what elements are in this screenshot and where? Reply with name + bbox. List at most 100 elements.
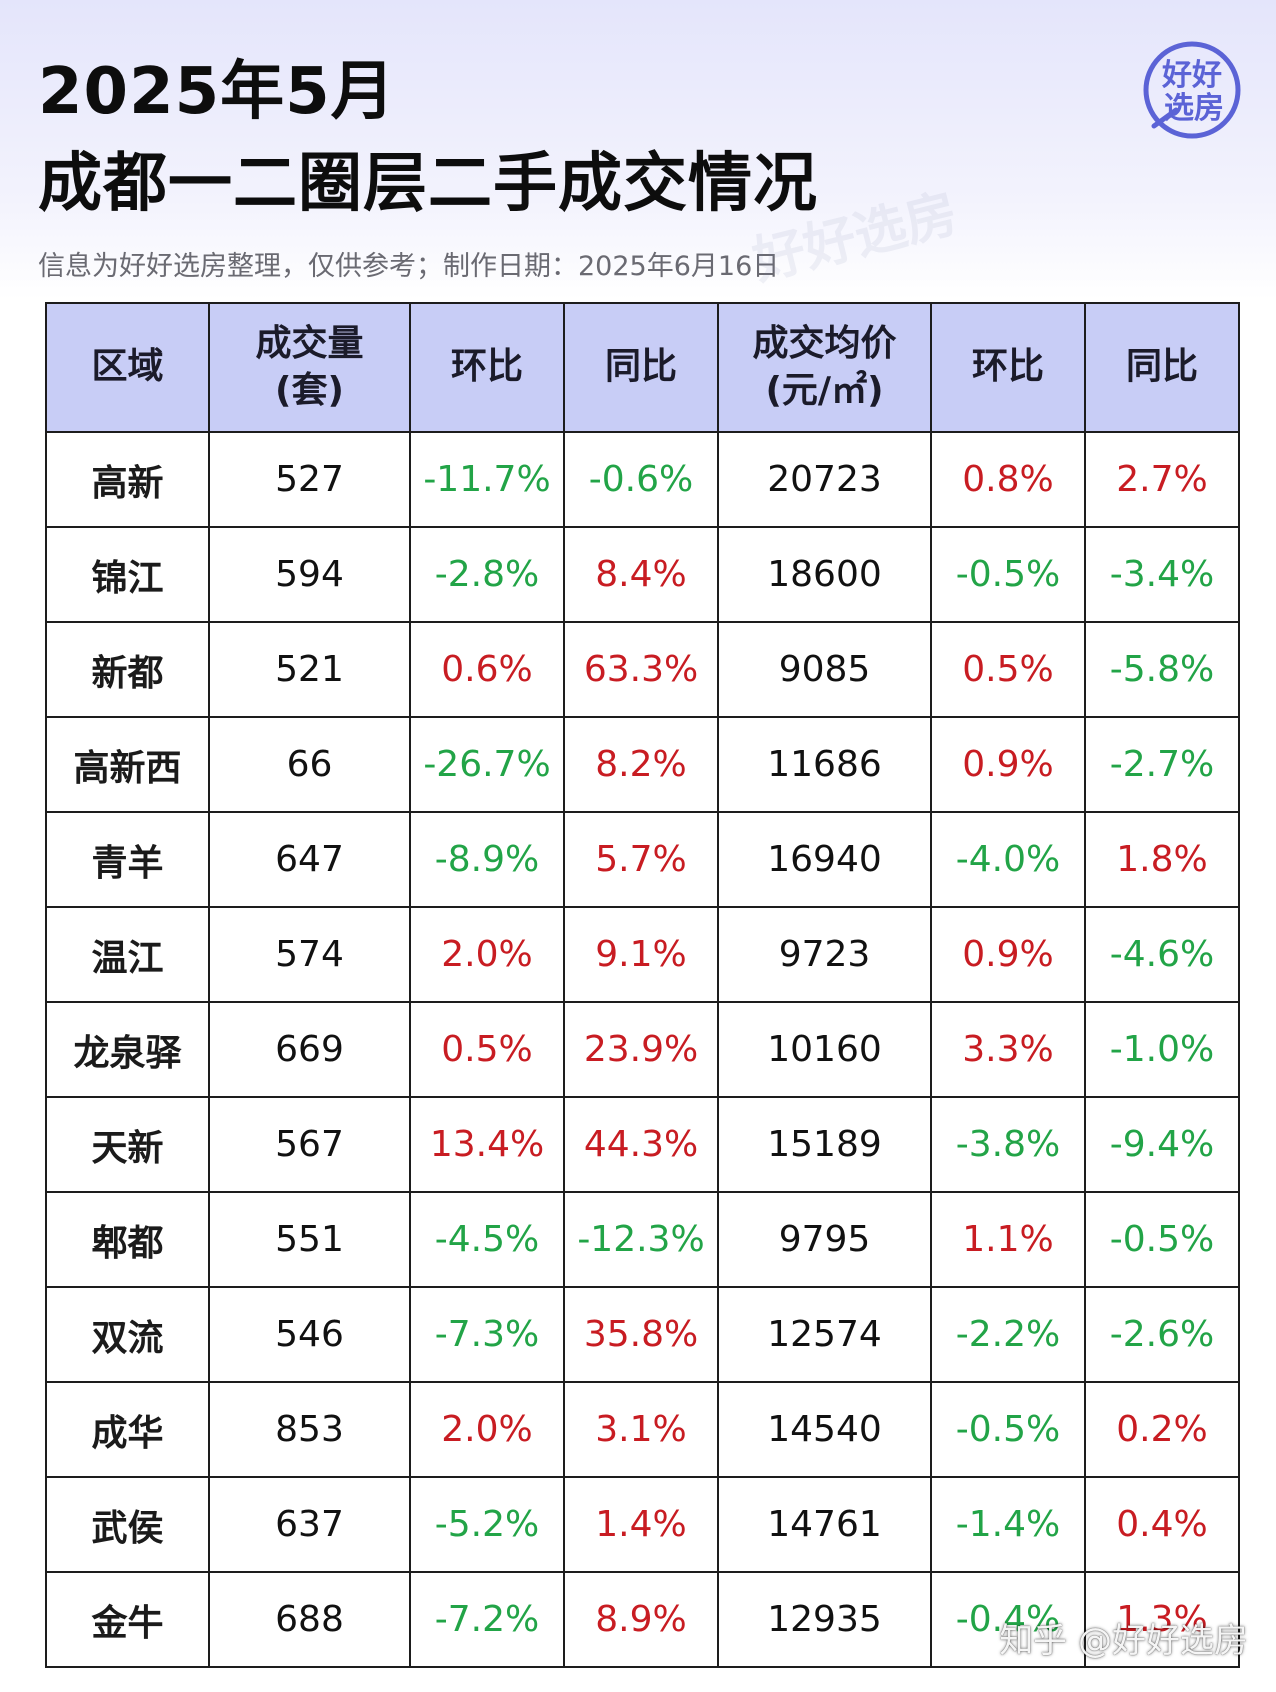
table-row: 金牛 688 -7.2% 8.9% 12935 -0.4% 1.3% — [45, 1571, 1240, 1668]
cell-volume-yoy: 3.1% — [563, 1381, 719, 1478]
table-row: 成华 853 2.0% 3.1% 14540 -0.5% 0.2% — [45, 1381, 1240, 1478]
cell-area: 新都 — [45, 621, 210, 718]
cell-volume-mom: -7.3% — [409, 1286, 565, 1383]
logo-line-2: 选房 — [1164, 91, 1224, 126]
cell-volume-mom: 2.0% — [409, 906, 565, 1003]
table-row: 武侯 637 -5.2% 1.4% 14761 -1.4% 0.4% — [45, 1476, 1240, 1573]
table-body: 高新 527 -11.7% -0.6% 20723 0.8% 2.7% 锦江 594 -2.8% 8… — [45, 431, 1240, 1668]
cell-volume: 567 — [208, 1096, 411, 1193]
cell-volume-mom: -4.5% — [409, 1191, 565, 1288]
cell-volume: 853 — [208, 1381, 411, 1478]
cell-volume: 594 — [208, 526, 411, 623]
cell-avg-price: 12574 — [717, 1286, 932, 1383]
table-row: 锦江 594 -2.8% 8.4% 18600 -0.5% -3.4% — [45, 526, 1240, 623]
cell-area: 郫都 — [45, 1191, 210, 1288]
cell-area: 温江 — [45, 906, 210, 1003]
cell-avg-price: 15189 — [717, 1096, 932, 1193]
cell-avg-price: 20723 — [717, 431, 932, 528]
table-row: 新都 521 0.6% 63.3% 9085 0.5% -5.8% — [45, 621, 1240, 718]
cell-area: 武侯 — [45, 1476, 210, 1573]
cell-volume-yoy: 35.8% — [563, 1286, 719, 1383]
title-line-2: 成都一二圈层二手成交情况 — [38, 147, 818, 221]
cell-area: 青羊 — [45, 811, 210, 908]
cell-area: 锦江 — [45, 526, 210, 623]
table-row: 天新 567 13.4% 44.3% 15189 -3.8% -9.4% — [45, 1096, 1240, 1193]
table-row: 龙泉驿 669 0.5% 23.9% 10160 3.3% -1.0% — [45, 1001, 1240, 1098]
cell-price-mom: -2.2% — [930, 1286, 1086, 1383]
cell-price-yoy: -2.6% — [1084, 1286, 1240, 1383]
cell-price-yoy: -5.8% — [1084, 621, 1240, 718]
cell-avg-price: 14761 — [717, 1476, 932, 1573]
cell-volume: 574 — [208, 906, 411, 1003]
cell-area: 天新 — [45, 1096, 210, 1193]
header-area: 区域 — [45, 302, 210, 433]
cell-area: 金牛 — [45, 1571, 210, 1668]
cell-price-mom: -1.4% — [930, 1476, 1086, 1573]
header-label: 同比 — [604, 346, 677, 388]
header-avg-price: 成交均价 (元/㎡) — [717, 302, 932, 433]
header-label: 环比 — [971, 346, 1044, 388]
header-price-yoy: 同比 — [1084, 302, 1240, 433]
cell-volume: 521 — [208, 621, 411, 718]
cell-volume-yoy: 44.3% — [563, 1096, 719, 1193]
cell-price-mom: 0.8% — [930, 431, 1086, 528]
cell-price-mom: -0.4% — [930, 1571, 1086, 1668]
table-row: 高新 527 -11.7% -0.6% 20723 0.8% 2.7% — [45, 431, 1240, 528]
cell-price-yoy: 0.4% — [1084, 1476, 1240, 1573]
table-row: 青羊 647 -8.9% 5.7% 16940 -4.0% 1.8% — [45, 811, 1240, 908]
cell-price-yoy: 0.2% — [1084, 1381, 1240, 1478]
header-label: 环比 — [450, 346, 523, 388]
cell-price-mom: 0.5% — [930, 621, 1086, 718]
cell-avg-price: 9085 — [717, 621, 932, 718]
cell-price-mom: -3.8% — [930, 1096, 1086, 1193]
cell-volume: 527 — [208, 431, 411, 528]
cell-volume-mom: -11.7% — [409, 431, 565, 528]
cell-volume-yoy: 63.3% — [563, 621, 719, 718]
header-label: 区域 — [91, 346, 164, 388]
cell-volume: 551 — [208, 1191, 411, 1288]
cell-volume-yoy: 8.2% — [563, 716, 719, 813]
table-row: 郫都 551 -4.5% -12.3% 9795 1.1% -0.5% — [45, 1191, 1240, 1288]
cell-avg-price: 16940 — [717, 811, 932, 908]
cell-volume-yoy: 9.1% — [563, 906, 719, 1003]
cell-avg-price: 10160 — [717, 1001, 932, 1098]
subtitle: 信息为好好选房整理，仅供参考；制作日期：2025年6月16日 — [38, 251, 780, 282]
header-volume: 成交量 (套) — [208, 302, 411, 433]
header-volume-yoy: 同比 — [563, 302, 719, 433]
brand-logo-icon: 好好 选房 — [1143, 41, 1241, 139]
cell-volume-yoy: -12.3% — [563, 1191, 719, 1288]
cell-avg-price: 18600 — [717, 526, 932, 623]
cell-volume-yoy: 8.4% — [563, 526, 719, 623]
cell-volume-yoy: 1.4% — [563, 1476, 719, 1573]
cell-avg-price: 9795 — [717, 1191, 932, 1288]
cell-price-yoy: -1.0% — [1084, 1001, 1240, 1098]
title-line-1: 2025年5月 — [38, 55, 396, 129]
cell-area: 龙泉驿 — [45, 1001, 210, 1098]
header-label: 成交量 — [255, 322, 364, 364]
cell-volume-mom: 0.6% — [409, 621, 565, 718]
table-header-row: 区域 成交量 (套) 环比 同比 成交均价 (元/㎡) 环比 同比 — [45, 302, 1240, 433]
cell-price-yoy: -3.4% — [1084, 526, 1240, 623]
cell-volume-mom: -2.8% — [409, 526, 565, 623]
cell-area: 高新 — [45, 431, 210, 528]
header-unit: (套) — [275, 369, 344, 411]
cell-area: 成华 — [45, 1381, 210, 1478]
cell-volume: 688 — [208, 1571, 411, 1668]
cell-price-mom: 0.9% — [930, 906, 1086, 1003]
cell-avg-price: 11686 — [717, 716, 932, 813]
cell-volume-yoy: 8.9% — [563, 1571, 719, 1668]
cell-price-mom: -4.0% — [930, 811, 1086, 908]
cell-volume-mom: 0.5% — [409, 1001, 565, 1098]
header-price-mom: 环比 — [930, 302, 1086, 433]
cell-volume-mom: -8.9% — [409, 811, 565, 908]
header-unit: (元/㎡) — [765, 369, 884, 411]
cell-area: 高新西 — [45, 716, 210, 813]
cell-volume-yoy: 23.9% — [563, 1001, 719, 1098]
transaction-table: 区域 成交量 (套) 环比 同比 成交均价 (元/㎡) 环比 同比 高新 527 -11.7% -0.… — [45, 302, 1240, 1668]
header-label: 成交均价 — [752, 322, 897, 364]
cell-volume-mom: -5.2% — [409, 1476, 565, 1573]
cell-price-yoy: -2.7% — [1084, 716, 1240, 813]
logo-line-1: 好好 — [1161, 58, 1222, 93]
cell-price-yoy: 1.3% — [1084, 1571, 1240, 1668]
cell-price-mom: 0.9% — [930, 716, 1086, 813]
